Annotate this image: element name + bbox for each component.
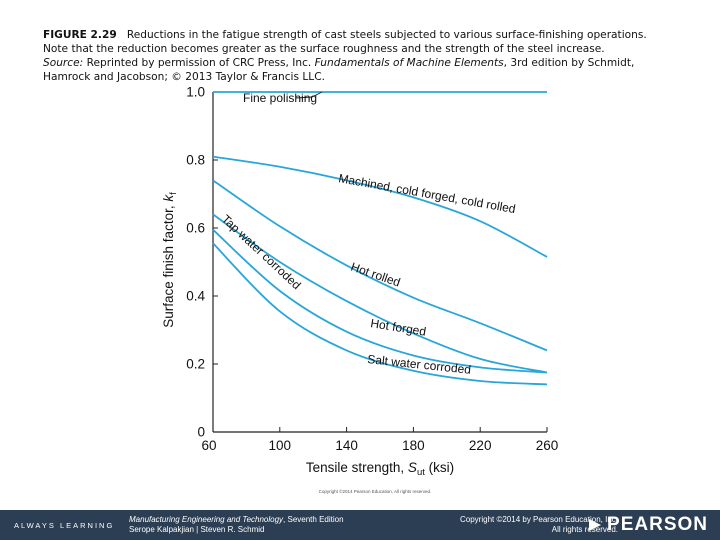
copyright-line-1: Copyright ©2014 by Pearson Education, In… — [460, 515, 618, 524]
x-tick-label: 60 — [201, 438, 216, 453]
curve-machined-cold-forged-cold-rolled — [212, 155, 548, 258]
chart-copyright: Copyright ©2014 Pearson Education, All r… — [319, 488, 432, 494]
curve-salt-water-corroded — [212, 242, 548, 386]
figure-caption: FIGURE 2.29 Reductions in the fatigue st… — [43, 28, 703, 84]
y-tick-label: 0.2 — [186, 357, 205, 372]
x-axis-title-symbol: S — [408, 460, 417, 475]
x-tick-label: 260 — [536, 438, 559, 453]
x-tick-label: 180 — [402, 438, 425, 453]
pearson-logo: PEARSON — [589, 514, 708, 536]
y-tick-label: 0.8 — [186, 153, 205, 168]
label-tap-water: Tap water corroded — [219, 212, 304, 292]
chart-curves — [212, 91, 548, 386]
y-tick-label: 0 — [197, 425, 205, 440]
source-title: Fundamentals of Machine Elements — [314, 57, 504, 69]
footer-copyright: Copyright ©2014 by Pearson Education, In… — [460, 515, 618, 535]
caption-line-2: Note that the reduction becomes greater … — [43, 43, 605, 55]
curve-tap-water-corroded — [212, 213, 548, 374]
source-label: Source: — [43, 57, 84, 69]
footer-bar: ALWAYS LEARNING Manufacturing Engineerin… — [0, 510, 720, 540]
x-axis-title-subscript: ut — [417, 467, 425, 478]
x-tick-label: 220 — [469, 438, 492, 453]
caption-line-4: Hamrock and Jacobson; © 2013 Taylor & Fr… — [43, 71, 325, 83]
label-hot-forged: Hot forged — [370, 316, 428, 339]
y-axis-title: Surface finish factor, kf — [161, 192, 179, 328]
figure-label: FIGURE 2.29 — [43, 29, 117, 41]
y-tick-label: 0.4 — [186, 289, 205, 304]
label-hot-rolled: Hot rolled — [349, 260, 402, 290]
always-learning-text: ALWAYS LEARNING — [14, 521, 115, 530]
copyright-line-2: All rights reserved. — [551, 525, 618, 534]
x-axis-title-unit: (ksi) — [425, 460, 454, 475]
y-tick-label: 1.0 — [186, 85, 205, 100]
fatigue-chart: 60 100 140 180 220 260 0 0.2 0.4 0.6 0.8 1.0 Fine p… — [161, 85, 558, 495]
y-axis-title-subscript: f — [168, 192, 179, 195]
y-tick-label: 0.6 — [186, 221, 205, 236]
x-axis-title: Tensile strength, Sut (ksi) — [306, 460, 454, 478]
label-fine-polishing: Fine polishing — [243, 91, 317, 105]
curve-hot-forged — [212, 229, 548, 374]
pearson-logo-text: PEARSON — [607, 514, 708, 535]
book-credit: Manufacturing Engineering and Technology… — [129, 515, 344, 535]
book-title: Manufacturing Engineering and Technology — [129, 515, 284, 524]
chart-axes — [212, 92, 547, 433]
x-tick-label: 100 — [269, 438, 292, 453]
y-axis-title-main: Surface finish factor, — [161, 202, 176, 328]
label-machined: Machined, cold forged, cold rolled — [337, 171, 516, 216]
y-axis-title-symbol: k — [161, 194, 176, 202]
label-salt-water: Salt water corroded — [367, 352, 472, 377]
axis-ticks: 60 100 140 180 220 260 0 0.2 0.4 0.6 0.8 1.0 — [186, 85, 558, 454]
x-tick-label: 140 — [335, 438, 358, 453]
source-text-a: Reprinted by permission of CRC Press, In… — [86, 57, 312, 69]
caption-line-1: Reductions in the fatigue strength of ca… — [126, 29, 647, 41]
book-authors: Serope Kalpakjian | Steven R. Schmid — [129, 525, 265, 534]
curve-hot-rolled — [212, 179, 548, 352]
pearson-mark-icon — [589, 518, 602, 531]
book-edition: , Seventh Edition — [283, 515, 344, 524]
source-text-b: , 3rd edition by Schmidt, — [503, 57, 635, 69]
x-axis-title-main: Tensile strength, — [306, 460, 408, 475]
fine-polishing-leader — [295, 91, 323, 99]
